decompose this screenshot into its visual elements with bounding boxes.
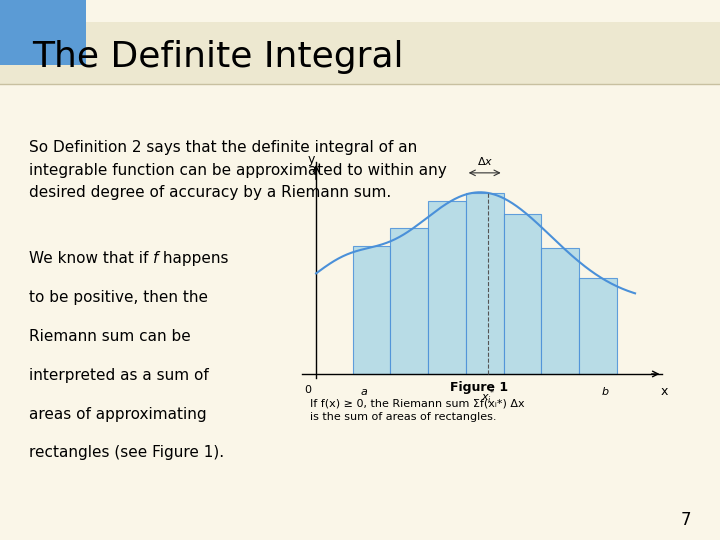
- Text: y: y: [308, 153, 315, 166]
- Text: 0: 0: [305, 385, 311, 395]
- Bar: [390, 228, 428, 374]
- Text: So Definition 2 says that the definite integral of an
integrable function can be: So Definition 2 says that the definite i…: [29, 140, 446, 200]
- Bar: [466, 193, 503, 374]
- Text: x: x: [660, 385, 668, 398]
- Text: a: a: [361, 387, 367, 397]
- Text: b: b: [602, 387, 609, 397]
- Text: $\Delta x$: $\Delta x$: [477, 155, 492, 167]
- Bar: [503, 214, 541, 374]
- Text: The Definite Integral: The Definite Integral: [32, 40, 404, 73]
- Text: interpreted as a sum of: interpreted as a sum of: [29, 368, 209, 383]
- Text: We know that if: We know that if: [29, 251, 153, 266]
- Bar: [579, 278, 617, 374]
- Text: to be positive, then the: to be positive, then the: [29, 290, 208, 305]
- Text: Riemann sum can be: Riemann sum can be: [29, 329, 191, 344]
- Text: $x_i^*$: $x_i^*$: [481, 387, 495, 407]
- Text: Figure 1: Figure 1: [450, 381, 508, 394]
- Text: rectangles (see Figure 1).: rectangles (see Figure 1).: [29, 446, 224, 461]
- Text: f: f: [153, 251, 158, 266]
- Bar: [353, 246, 390, 374]
- Text: 7: 7: [680, 511, 691, 529]
- Text: happens: happens: [158, 251, 229, 266]
- Bar: [541, 248, 579, 374]
- Text: If f(x) ≥ 0, the Riemann sum Σf(xᵢ*) Δx
is the sum of areas of rectangles.: If f(x) ≥ 0, the Riemann sum Σf(xᵢ*) Δx …: [310, 399, 524, 422]
- Text: areas of approximating: areas of approximating: [29, 407, 207, 422]
- Bar: [428, 201, 466, 374]
